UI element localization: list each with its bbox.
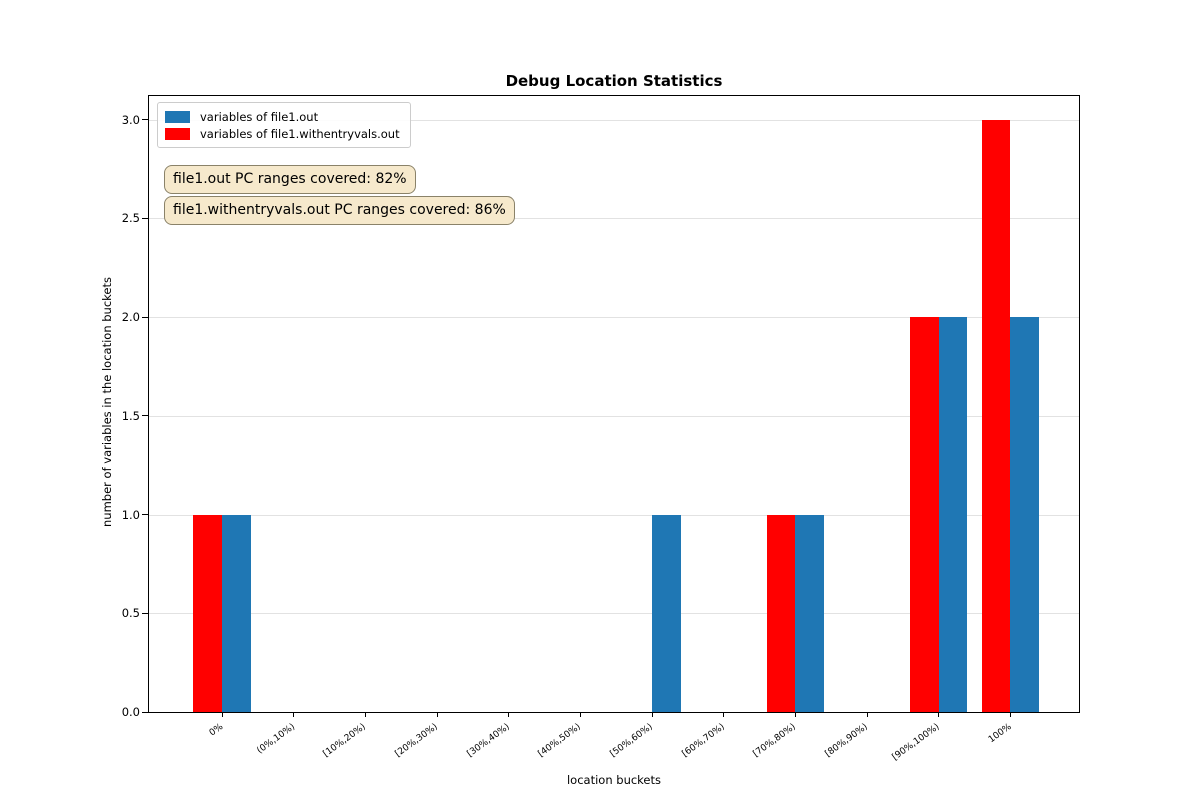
y-tick-label: 2.0 (121, 310, 140, 325)
bar (652, 514, 681, 712)
y-tick-label: 2.5 (121, 211, 140, 226)
x-tick-label: [50%,60%) (608, 722, 655, 760)
x-tick-mark (938, 712, 940, 717)
bar (766, 514, 796, 712)
bar (910, 317, 939, 712)
gridline (149, 514, 1079, 516)
x-tick-label: [70%,80%) (752, 722, 799, 760)
y-tick-label: 0.0 (121, 705, 140, 719)
x-tick-label: [80%,90%) (823, 722, 870, 760)
chart-title: Debug Location Statistics (505, 72, 723, 90)
annotation-box: file1.out PC ranges covered: 82% (164, 165, 416, 194)
bar (193, 514, 222, 712)
x-tick-label: [60%,70%) (680, 722, 727, 760)
y-tick-label: 1.5 (121, 408, 140, 423)
y-tick-mark (142, 119, 148, 121)
x-tick-mark (293, 712, 295, 717)
x-tick-mark (508, 712, 510, 717)
legend-swatch (165, 110, 190, 123)
y-tick-mark (142, 711, 148, 713)
x-tick-label: 0% (207, 722, 225, 739)
x-tick-label: [10%,20%) (321, 722, 369, 760)
x-axis-label: location buckets (566, 773, 662, 787)
legend-entry: variables of file1.out (165, 108, 400, 125)
x-tick-mark (1009, 712, 1011, 717)
legend-swatch (165, 127, 190, 140)
x-tick-mark (221, 712, 223, 717)
x-tick-label: [40%,50%) (536, 722, 584, 760)
y-tick-mark (142, 612, 148, 614)
gridline (149, 317, 1079, 319)
y-tick-label: 3.0 (121, 112, 140, 127)
y-tick-mark (142, 415, 148, 417)
x-tick-mark (723, 712, 725, 717)
y-axis-label: number of variables in the location buck… (100, 276, 114, 528)
x-tick-mark (436, 712, 438, 717)
gridline (149, 218, 1079, 220)
legend-label: variables of file1.out (200, 109, 319, 124)
x-tick-mark (651, 712, 653, 717)
y-tick-mark (142, 316, 148, 318)
legend-label: variables of file1.withentryvals.out (200, 126, 400, 141)
bar (222, 514, 251, 712)
gridline (149, 613, 1079, 615)
y-tick-label: 0.5 (121, 606, 140, 621)
legend-entry: variables of file1.withentryvals.out (165, 125, 400, 142)
y-tick-label: 1.0 (121, 507, 140, 522)
y-tick-mark (142, 217, 148, 219)
bar (795, 514, 824, 712)
x-tick-mark (364, 712, 366, 717)
bar (938, 317, 968, 712)
bar (1010, 317, 1039, 712)
legend: variables of file1.out variables of file1… (157, 102, 411, 148)
y-tick-mark (142, 514, 148, 516)
x-tick-label: [90%,100%) (890, 722, 942, 763)
gridline (149, 119, 1079, 121)
x-tick-mark (579, 712, 581, 717)
x-tick-label: [30%,40%) (465, 722, 512, 760)
gridline (149, 415, 1079, 417)
x-tick-label: [20%,30%) (393, 722, 440, 760)
x-tick-label: 100% (986, 722, 1014, 746)
x-tick-mark (866, 712, 868, 717)
x-tick-label: (0%,10%) (254, 722, 297, 757)
bar (981, 119, 1011, 712)
x-tick-mark (794, 712, 796, 717)
annotation-box: file1.withentryvals.out PC ranges covere… (164, 196, 515, 225)
plot-area: variables of file1.out variables of file1… (122, 95, 1080, 763)
